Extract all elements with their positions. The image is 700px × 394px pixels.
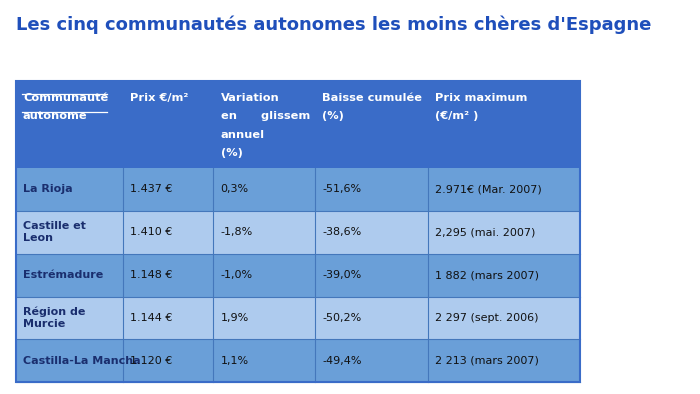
Text: 0,3%: 0,3% bbox=[220, 184, 248, 195]
Text: Castille et
Leon: Castille et Leon bbox=[23, 221, 86, 243]
Text: 1,9%: 1,9% bbox=[220, 313, 248, 323]
Text: Région de
Murcie: Région de Murcie bbox=[23, 307, 85, 329]
Text: (%): (%) bbox=[220, 149, 242, 158]
Text: Communauté: Communauté bbox=[23, 93, 108, 103]
Text: Estrémadure: Estrémadure bbox=[23, 270, 103, 280]
Text: 2 297 (sept. 2006): 2 297 (sept. 2006) bbox=[435, 313, 538, 323]
Text: autonome: autonome bbox=[23, 112, 88, 121]
Text: 1,1%: 1,1% bbox=[220, 356, 248, 366]
Text: Les cinq communautés autonomes les moins chères d'Espagne: Les cinq communautés autonomes les moins… bbox=[16, 16, 651, 34]
Text: (€/m² ): (€/m² ) bbox=[435, 112, 478, 121]
Text: -38,6%: -38,6% bbox=[322, 227, 361, 237]
Text: Prix €/m²: Prix €/m² bbox=[130, 93, 188, 103]
Text: -1,8%: -1,8% bbox=[220, 227, 253, 237]
Text: La Rioja: La Rioja bbox=[23, 184, 73, 195]
Text: Baisse cumulée: Baisse cumulée bbox=[322, 93, 422, 103]
Text: -49,4%: -49,4% bbox=[322, 356, 362, 366]
Text: Variation: Variation bbox=[220, 93, 279, 103]
Text: -51,6%: -51,6% bbox=[322, 184, 361, 195]
Text: 1.437 €: 1.437 € bbox=[130, 184, 173, 195]
Text: Prix maximum: Prix maximum bbox=[435, 93, 527, 103]
Text: 1.144 €: 1.144 € bbox=[130, 313, 173, 323]
Text: 2.971€ (Mar. 2007): 2.971€ (Mar. 2007) bbox=[435, 184, 542, 195]
Text: (%): (%) bbox=[322, 112, 344, 121]
Text: 1.120 €: 1.120 € bbox=[130, 356, 172, 366]
Text: 2,295 (mai. 2007): 2,295 (mai. 2007) bbox=[435, 227, 536, 237]
Text: -39,0%: -39,0% bbox=[322, 270, 361, 280]
Text: -50,2%: -50,2% bbox=[322, 313, 361, 323]
Text: 1.410 €: 1.410 € bbox=[130, 227, 172, 237]
Text: annuel: annuel bbox=[220, 130, 265, 140]
Text: 2 213 (mars 2007): 2 213 (mars 2007) bbox=[435, 356, 539, 366]
Text: Castilla-La Mancha: Castilla-La Mancha bbox=[23, 356, 141, 366]
Text: 1 882 (mars 2007): 1 882 (mars 2007) bbox=[435, 270, 539, 280]
Text: 1.148 €: 1.148 € bbox=[130, 270, 173, 280]
Text: en      glissem: en glissem bbox=[220, 112, 310, 121]
Text: -1,0%: -1,0% bbox=[220, 270, 253, 280]
